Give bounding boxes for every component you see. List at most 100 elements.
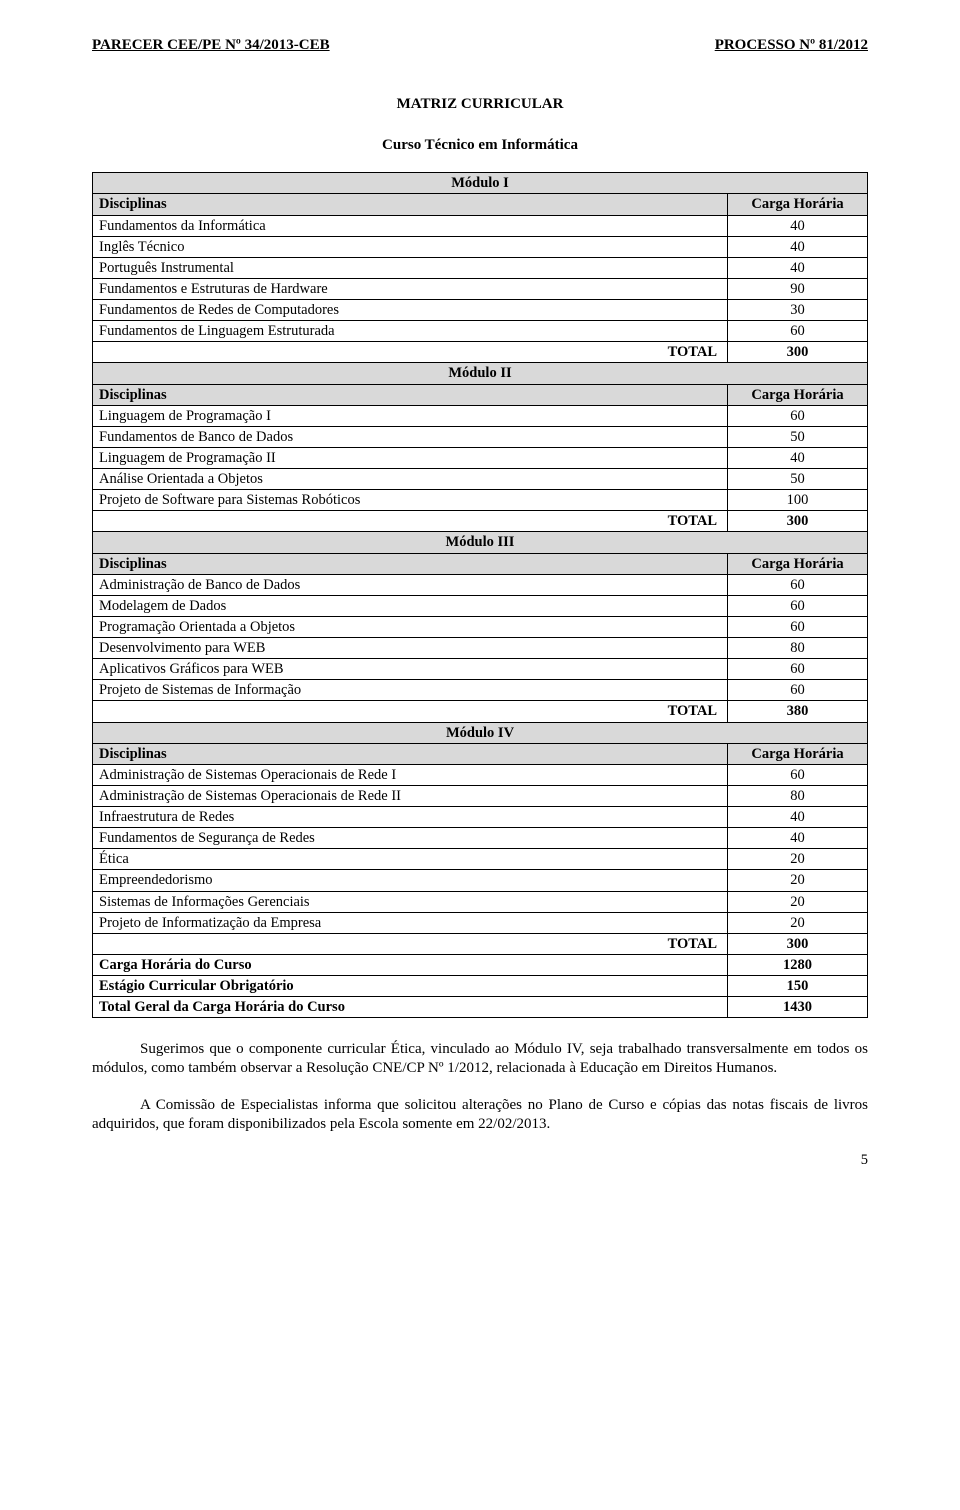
module-total-label: TOTAL [93,701,728,722]
summary-value: 1430 [728,997,868,1018]
col-header-carga: Carga Horária [728,743,868,764]
discipline-hours: 60 [728,321,868,342]
discipline-label: Linguagem de Programação II [93,447,728,468]
curriculum-table: Módulo IDisciplinasCarga HoráriaFundamen… [92,172,868,1018]
discipline-label: Infraestrutura de Redes [93,807,728,828]
discipline-hours: 30 [728,300,868,321]
discipline-label: Programação Orientada a Objetos [93,616,728,637]
summary-label: Estágio Curricular Obrigatório [93,976,728,997]
discipline-label: Fundamentos de Linguagem Estruturada [93,321,728,342]
discipline-hours: 20 [728,849,868,870]
module-total-label: TOTAL [93,511,728,532]
discipline-label: Aplicativos Gráficos para WEB [93,659,728,680]
col-header-disciplinas: Disciplinas [93,743,728,764]
discipline-hours: 80 [728,785,868,806]
discipline-hours: 60 [728,574,868,595]
table-row: Desenvolvimento para WEB80 [93,638,868,659]
discipline-label: Linguagem de Programação I [93,405,728,426]
table-row: Empreendedorismo20 [93,870,868,891]
discipline-hours: 40 [728,236,868,257]
module-total-value: 380 [728,701,868,722]
discipline-label: Projeto de Software para Sistemas Robóti… [93,490,728,511]
table-row: Fundamentos de Redes de Computadores30 [93,300,868,321]
module-total-value: 300 [728,511,868,532]
discipline-label: Fundamentos da Informática [93,215,728,236]
table-row: Fundamentos da Informática40 [93,215,868,236]
discipline-label: Administração de Banco de Dados [93,574,728,595]
module-header: Módulo III [93,532,868,553]
table-row: Fundamentos de Banco de Dados50 [93,426,868,447]
discipline-hours: 40 [728,447,868,468]
module-header: Módulo IV [93,722,868,743]
discipline-hours: 60 [728,659,868,680]
table-row: Análise Orientada a Objetos50 [93,469,868,490]
table-row: Modelagem de Dados60 [93,595,868,616]
discipline-label: Administração de Sistemas Operacionais d… [93,764,728,785]
table-row: Aplicativos Gráficos para WEB60 [93,659,868,680]
col-header-disciplinas: Disciplinas [93,384,728,405]
table-row: Inglês Técnico40 [93,236,868,257]
table-row: Administração de Sistemas Operacionais d… [93,764,868,785]
page-number: 5 [92,1151,868,1169]
summary-value: 150 [728,976,868,997]
table-row: Linguagem de Programação II40 [93,447,868,468]
discipline-hours: 40 [728,807,868,828]
table-row: Infraestrutura de Redes40 [93,807,868,828]
discipline-label: Português Instrumental [93,257,728,278]
col-header-carga: Carga Horária [728,384,868,405]
discipline-hours: 60 [728,764,868,785]
page-header: PARECER CEE/PE Nº 34/2013-CEB PROCESSO N… [92,36,868,55]
discipline-hours: 20 [728,891,868,912]
discipline-hours: 60 [728,616,868,637]
col-header-carga: Carga Horária [728,194,868,215]
summary-value: 1280 [728,954,868,975]
module-header: Módulo I [93,173,868,194]
table-row: Programação Orientada a Objetos60 [93,616,868,637]
discipline-hours: 20 [728,912,868,933]
discipline-hours: 100 [728,490,868,511]
discipline-label: Fundamentos de Segurança de Redes [93,828,728,849]
page-title: MATRIZ CURRICULAR [92,95,868,114]
course-title: Curso Técnico em Informática [92,136,868,155]
discipline-hours: 50 [728,426,868,447]
table-row: Linguagem de Programação I60 [93,405,868,426]
body-paragraph-2: A Comissão de Especialistas informa que … [92,1096,868,1134]
discipline-hours: 50 [728,469,868,490]
table-row: Português Instrumental40 [93,257,868,278]
table-row: Projeto de Informatização da Empresa20 [93,912,868,933]
discipline-label: Análise Orientada a Objetos [93,469,728,490]
module-total-label: TOTAL [93,933,728,954]
table-row: Projeto de Software para Sistemas Robóti… [93,490,868,511]
discipline-hours: 40 [728,828,868,849]
module-total-value: 300 [728,342,868,363]
module-total-label: TOTAL [93,342,728,363]
discipline-label: Administração de Sistemas Operacionais d… [93,785,728,806]
body-paragraph-1: Sugerimos que o componente curricular Ét… [92,1040,868,1078]
table-row: Sistemas de Informações Gerenciais20 [93,891,868,912]
summary-label: Total Geral da Carga Horária do Curso [93,997,728,1018]
table-row: Fundamentos de Segurança de Redes40 [93,828,868,849]
header-left-text: PARECER CEE/PE Nº 34/2013-CEB [92,36,330,55]
discipline-label: Fundamentos e Estruturas de Hardware [93,278,728,299]
discipline-label: Projeto de Sistemas de Informação [93,680,728,701]
discipline-label: Fundamentos de Redes de Computadores [93,300,728,321]
discipline-hours: 40 [728,215,868,236]
discipline-label: Ética [93,849,728,870]
discipline-label: Fundamentos de Banco de Dados [93,426,728,447]
col-header-carga: Carga Horária [728,553,868,574]
discipline-label: Inglês Técnico [93,236,728,257]
discipline-label: Projeto de Informatização da Empresa [93,912,728,933]
discipline-hours: 60 [728,595,868,616]
discipline-hours: 90 [728,278,868,299]
module-total-value: 300 [728,933,868,954]
table-row: Ética20 [93,849,868,870]
header-right-text: PROCESSO Nº 81/2012 [715,36,868,55]
discipline-label: Empreendedorismo [93,870,728,891]
discipline-label: Desenvolvimento para WEB [93,638,728,659]
discipline-hours: 60 [728,405,868,426]
table-row: Projeto de Sistemas de Informação60 [93,680,868,701]
discipline-hours: 40 [728,257,868,278]
table-row: Fundamentos de Linguagem Estruturada60 [93,321,868,342]
discipline-hours: 60 [728,680,868,701]
module-header: Módulo II [93,363,868,384]
